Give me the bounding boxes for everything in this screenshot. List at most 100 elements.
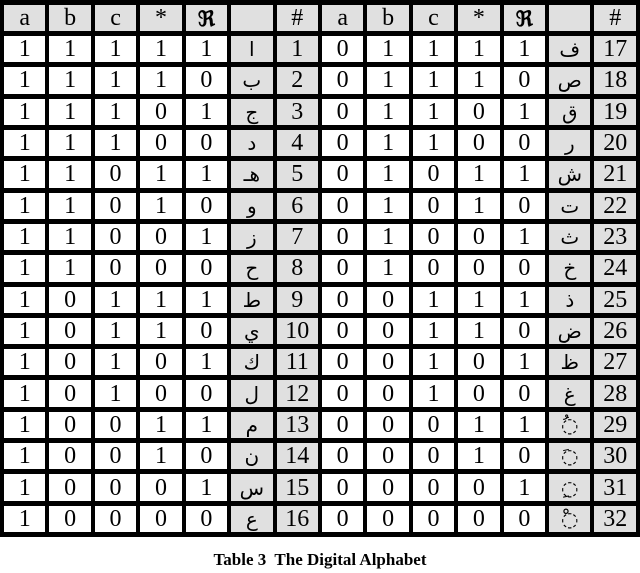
bit-cell-r: 1 bbox=[185, 286, 228, 313]
digital-alphabet-table-container: a b c * ℜ # a b c * ℜ # 1 1 1 1 1 ا 1 0 1 1 1 1 ف 17 1 1 1 1 0 ب 2 0 1 1 1 0… bbox=[0, 0, 640, 537]
arabic-letter-cell: ن bbox=[231, 443, 273, 470]
index-cell: 19 bbox=[594, 98, 636, 125]
bit-cell-r: 1 bbox=[185, 411, 228, 439]
bit-cell-b: 0 bbox=[367, 411, 409, 439]
bit-cell-s: 1 bbox=[140, 443, 182, 470]
table-caption: Table 3 The Digital Alphabet bbox=[213, 550, 427, 569]
bit-cell-r: 1 bbox=[185, 349, 228, 376]
bit-cell-s: 1 bbox=[458, 443, 500, 470]
column-header bbox=[231, 5, 273, 31]
bit-cell-a: 0 bbox=[321, 98, 364, 125]
bit-cell-s: 1 bbox=[140, 317, 182, 345]
table-row: 1 0 1 1 0 ي 10 0 0 1 1 0 ض 26 bbox=[4, 317, 636, 345]
bit-cell-a: 1 bbox=[4, 317, 46, 345]
bit-cell-a: 0 bbox=[321, 67, 364, 94]
column-header: # bbox=[276, 5, 318, 31]
index-cell: 15 bbox=[276, 474, 318, 501]
index-cell: 12 bbox=[276, 380, 318, 407]
column-header: ℜ bbox=[503, 5, 546, 31]
bit-cell-c: 0 bbox=[94, 223, 137, 251]
bit-cell-r: 1 bbox=[503, 286, 546, 313]
bit-cell-b: 0 bbox=[367, 474, 409, 501]
bit-cell-c: 0 bbox=[94, 192, 137, 219]
arabic-letter-cell: ص bbox=[549, 67, 591, 94]
bit-cell-c: 1 bbox=[412, 36, 455, 63]
bit-cell-b: 0 bbox=[49, 505, 91, 532]
bit-cell-r: 0 bbox=[185, 192, 228, 219]
index-cell: 32 bbox=[594, 505, 636, 532]
bit-cell-a: 1 bbox=[4, 36, 46, 63]
bit-cell-c: 1 bbox=[94, 380, 137, 407]
index-cell: 5 bbox=[276, 161, 318, 188]
bit-cell-b: 0 bbox=[49, 286, 91, 313]
bit-cell-c: 1 bbox=[412, 286, 455, 313]
bit-cell-r: 0 bbox=[503, 67, 546, 94]
bit-cell-b: 0 bbox=[367, 317, 409, 345]
bit-cell-b: 1 bbox=[49, 67, 91, 94]
bit-cell-s: 0 bbox=[458, 98, 500, 125]
bit-cell-a: 0 bbox=[321, 443, 364, 470]
bit-cell-r: 1 bbox=[185, 36, 228, 63]
arabic-letter-cell: هـ bbox=[231, 161, 273, 188]
bit-cell-b: 1 bbox=[49, 36, 91, 63]
arabic-letter-cell: ◌ِ bbox=[549, 474, 591, 501]
bit-cell-b: 1 bbox=[49, 98, 91, 125]
bit-cell-s: 0 bbox=[458, 255, 500, 282]
bit-cell-b: 1 bbox=[49, 129, 91, 157]
index-cell: 31 bbox=[594, 474, 636, 501]
table-row: 1 1 1 1 1 ا 1 0 1 1 1 1 ف 17 bbox=[4, 36, 636, 63]
index-cell: 3 bbox=[276, 98, 318, 125]
bit-cell-a: 0 bbox=[321, 161, 364, 188]
arabic-letter-cell: د bbox=[231, 129, 273, 157]
arabic-letter-cell: ◌ُ bbox=[549, 411, 591, 439]
bit-cell-c: 1 bbox=[94, 67, 137, 94]
bit-cell-a: 0 bbox=[321, 317, 364, 345]
bit-cell-b: 0 bbox=[49, 443, 91, 470]
index-cell: 1 bbox=[276, 36, 318, 63]
table-body: 1 1 1 1 1 ا 1 0 1 1 1 1 ف 17 1 1 1 1 0 ب 2 0 1 1 1 0 ص 18 1 1 1 0 1 ج 3 0 1 1… bbox=[4, 36, 636, 532]
bit-cell-s: 1 bbox=[140, 36, 182, 63]
bit-cell-c: 0 bbox=[412, 192, 455, 219]
bit-cell-c: 0 bbox=[412, 161, 455, 188]
column-header bbox=[549, 5, 591, 31]
bit-cell-r: 0 bbox=[503, 129, 546, 157]
arabic-letter-cell: ظ bbox=[549, 349, 591, 376]
bit-cell-s: 0 bbox=[140, 380, 182, 407]
bit-cell-r: 1 bbox=[503, 349, 546, 376]
bit-cell-c: 1 bbox=[412, 129, 455, 157]
column-header: a bbox=[4, 5, 46, 31]
bit-cell-r: 1 bbox=[503, 36, 546, 63]
bit-cell-a: 1 bbox=[4, 255, 46, 282]
bit-cell-s: 1 bbox=[140, 286, 182, 313]
bit-cell-r: 1 bbox=[503, 161, 546, 188]
bit-cell-a: 0 bbox=[321, 223, 364, 251]
bit-cell-r: 1 bbox=[503, 474, 546, 501]
bit-cell-a: 1 bbox=[4, 192, 46, 219]
bit-cell-a: 0 bbox=[321, 505, 364, 532]
table-row: 1 0 0 0 0 ع 16 0 0 0 0 0 ◌ْ 32 bbox=[4, 505, 636, 532]
bit-cell-s: 0 bbox=[140, 98, 182, 125]
column-header: a bbox=[321, 5, 364, 31]
column-header: ℜ bbox=[185, 5, 228, 31]
bit-cell-s: 0 bbox=[140, 505, 182, 532]
arabic-letter-cell: ب bbox=[231, 67, 273, 94]
bit-cell-a: 0 bbox=[321, 129, 364, 157]
table-row: 1 0 0 1 0 ن 14 0 0 0 1 0 ◌َ 30 bbox=[4, 443, 636, 470]
bit-cell-b: 0 bbox=[49, 411, 91, 439]
bit-cell-r: 0 bbox=[185, 505, 228, 532]
bit-cell-c: 1 bbox=[94, 317, 137, 345]
bit-cell-c: 0 bbox=[412, 505, 455, 532]
column-header: b bbox=[49, 5, 91, 31]
bit-cell-c: 1 bbox=[94, 349, 137, 376]
index-cell: 22 bbox=[594, 192, 636, 219]
index-cell: 14 bbox=[276, 443, 318, 470]
bit-cell-c: 1 bbox=[412, 67, 455, 94]
arabic-letter-cell: ◌ْ bbox=[549, 505, 591, 532]
bit-cell-b: 1 bbox=[49, 161, 91, 188]
bit-cell-a: 1 bbox=[4, 129, 46, 157]
arabic-letter-cell: ر bbox=[549, 129, 591, 157]
bit-cell-a: 0 bbox=[321, 380, 364, 407]
bit-cell-s: 0 bbox=[458, 129, 500, 157]
index-cell: 8 bbox=[276, 255, 318, 282]
bit-cell-c: 0 bbox=[94, 474, 137, 501]
